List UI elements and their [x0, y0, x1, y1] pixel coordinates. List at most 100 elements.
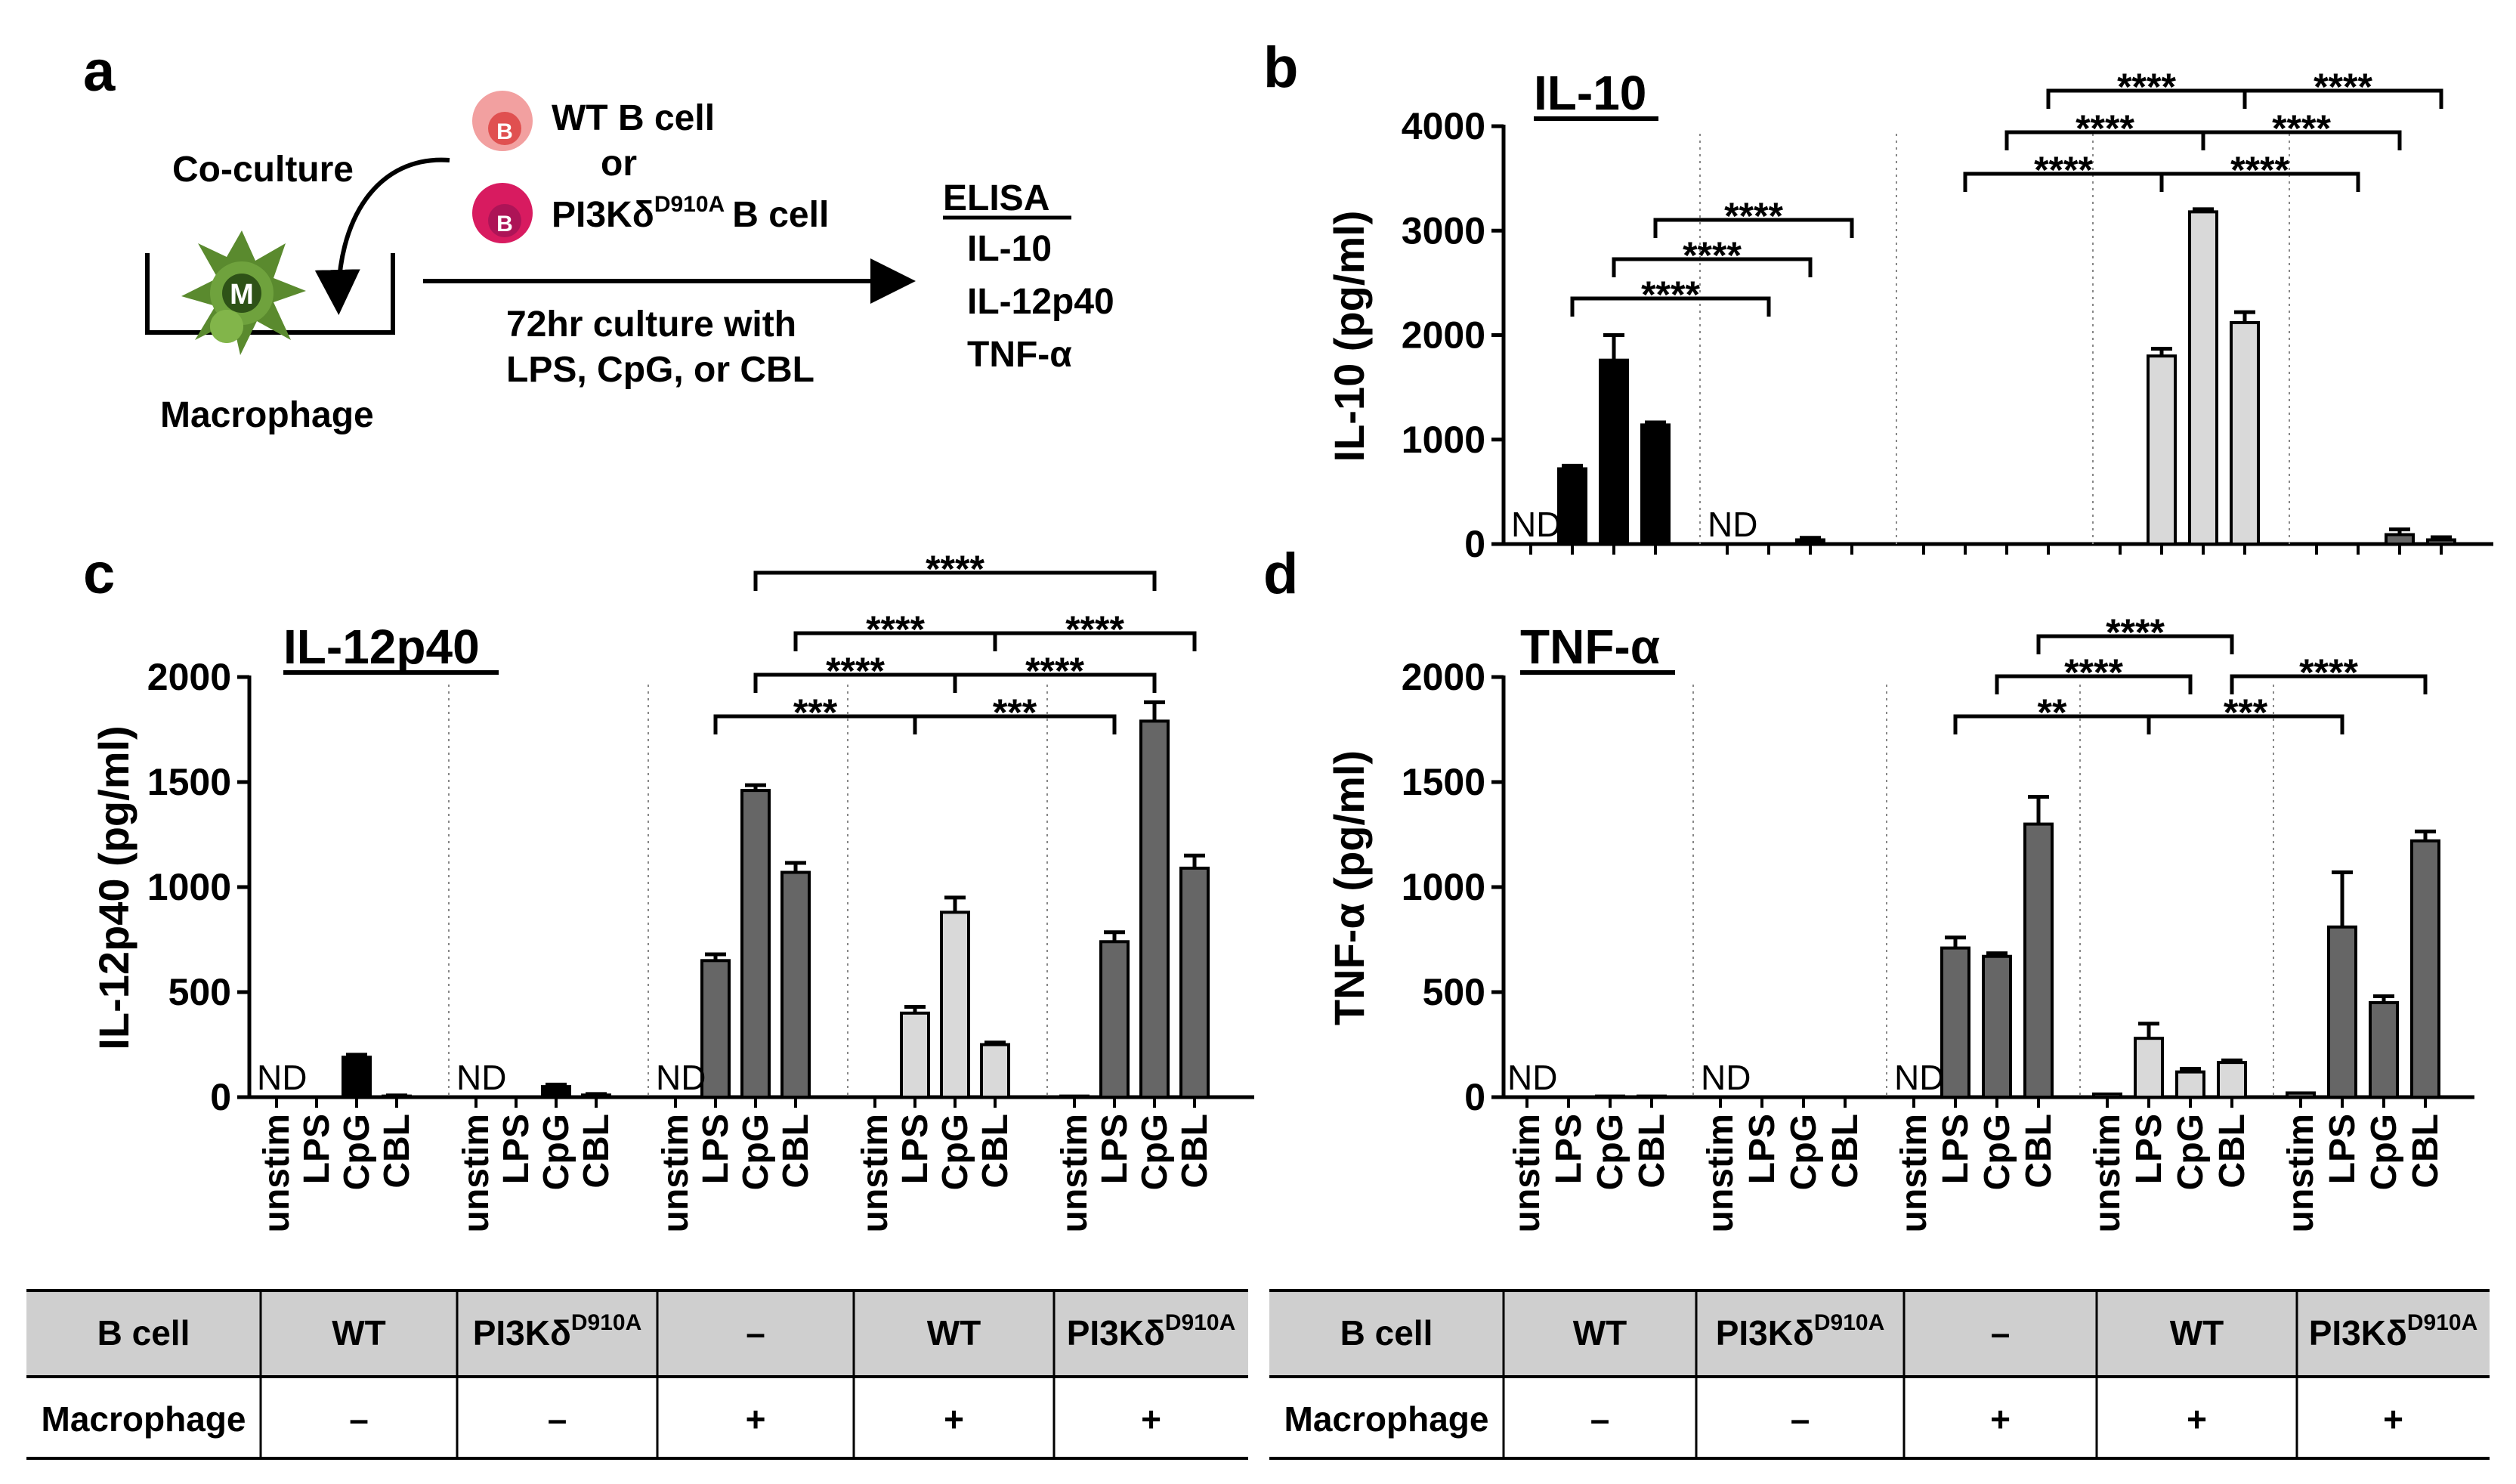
table-macrophage-value: – [349, 1399, 369, 1439]
y-tick-label: 1000 [1402, 866, 1485, 908]
significance-bracket [1570, 296, 1771, 317]
significance-label: **** [1025, 650, 1084, 692]
y-tick-label: 2000 [147, 656, 231, 698]
table-header-bcell: B cell [1340, 1313, 1433, 1353]
y-tick-label: 500 [168, 971, 231, 1013]
category-label: LPS [297, 1114, 337, 1184]
significance-bracket [2230, 674, 2428, 694]
y-tick-label: 0 [210, 1076, 231, 1118]
y-tick-label: 4000 [1402, 105, 1485, 147]
y-tick-label: 0 [1464, 1076, 1485, 1118]
table-header-bcell: B cell [97, 1313, 190, 1353]
bar [1599, 358, 1629, 546]
wt-b-cell-letter: B [496, 119, 513, 144]
category-label: LPS [2323, 1114, 2363, 1184]
table-macrophage-value: + [1141, 1399, 1161, 1439]
chart-title: IL-10 [1534, 66, 1646, 120]
category-label: unstim [656, 1114, 696, 1232]
bar [1595, 1094, 1625, 1099]
readout-tnfa: TNF-α [967, 335, 1072, 375]
bar [2092, 1092, 2122, 1099]
panel-label-c: c [83, 542, 115, 606]
significance-label: **** [2230, 149, 2289, 191]
category-label: CBL [1825, 1114, 1865, 1189]
significance-label: **** [2076, 107, 2134, 150]
bar [2410, 839, 2440, 1099]
significance-bracket [1995, 674, 2193, 694]
bar [2147, 354, 2177, 546]
category-label: CpG [1590, 1114, 1630, 1190]
panel-a: a Co-culture M Macrophage B WT B cell or… [83, 39, 1114, 435]
table-header-bg [26, 1291, 1248, 1377]
significance-label: **** [2064, 651, 2123, 694]
chart-il12p40: IL-12p40 IL-12p40 (pg/ml) 0 500 1000 1500 2000… [90, 548, 1254, 1232]
table-macrophage-value: – [548, 1399, 567, 1439]
y-tick-label: 1000 [147, 866, 231, 908]
significance-bracket [2201, 130, 2402, 150]
bar [2286, 1091, 2316, 1099]
panel-label-a: a [83, 39, 116, 104]
category-label: CpG [1784, 1114, 1824, 1190]
significance-label: **** [2106, 611, 2165, 654]
significance-label: **** [1065, 608, 1124, 651]
table-macrophage-value: + [944, 1399, 964, 1439]
table-bcell-value: WT [927, 1313, 981, 1353]
category-label: CBL [1175, 1114, 1215, 1189]
table-macrophage-value: – [1791, 1399, 1810, 1439]
bar [342, 1056, 372, 1099]
bar [780, 870, 811, 1099]
bar [1557, 467, 1587, 546]
chart-title: TNF-α [1520, 620, 1660, 674]
table-macrophage-value: + [1990, 1399, 2011, 1439]
category-label: LPS [1549, 1114, 1589, 1184]
significance-label: *** [993, 691, 1037, 734]
bar [2369, 1000, 2399, 1099]
table-bcell-value: PI3KδD910A [1067, 1310, 1236, 1353]
category-label: unstim [1701, 1114, 1741, 1232]
table-header-macrophage: Macrophage [1284, 1399, 1489, 1439]
category-label: LPS [1936, 1114, 1976, 1184]
table-bcell-value: WT [332, 1313, 386, 1353]
significance-label: **** [2034, 149, 2093, 191]
bar [900, 1011, 930, 1099]
bar [1139, 719, 1170, 1099]
coculture-arrow [314, 157, 450, 315]
significance-label: **** [2299, 651, 2358, 694]
category-label: CBL [2212, 1114, 2252, 1189]
category-label: unstim [855, 1114, 895, 1232]
y-tick-label: 2000 [1402, 314, 1485, 357]
category-label: CpG [1135, 1114, 1175, 1190]
category-label: LPS [1742, 1114, 1782, 1184]
significance-label: **** [2272, 107, 2331, 150]
readout-il12p40: IL-12p40 [967, 282, 1114, 322]
y-tick-label: 3000 [1402, 209, 1485, 252]
bar [1940, 946, 1970, 1099]
significance-bracket [953, 672, 1157, 693]
table-macrophage-value: + [2187, 1399, 2207, 1439]
nd-label: ND [1511, 505, 1561, 544]
bar [1099, 940, 1130, 1099]
culture-line-1: 72hr culture with [506, 305, 796, 345]
pi3k-b-cell-label: PI3KδD910A B cell [552, 192, 829, 235]
y-tick-label: 1500 [147, 761, 231, 803]
significance-bracket [2242, 88, 2443, 109]
category-label: unstim [1055, 1114, 1095, 1232]
category-label: LPS [2129, 1114, 2169, 1184]
macrophage-label: Macrophage [160, 395, 374, 435]
category-label: LPS [1095, 1114, 1135, 1184]
table-header-macrophage: Macrophage [42, 1399, 246, 1439]
chart-title: IL-12p40 [283, 620, 480, 674]
significance-bracket [1653, 218, 1854, 238]
category-label: LPS [895, 1114, 935, 1184]
significance-label: **** [866, 608, 925, 651]
significance-label: **** [1724, 195, 1783, 237]
bar [1637, 1094, 1667, 1099]
coculture-label: Co-culture [172, 150, 354, 190]
table-macrophage-value: – [1590, 1399, 1610, 1439]
category-label: CBL [975, 1114, 1015, 1189]
y-tick-label: 0 [1464, 523, 1485, 565]
table-bcell-value: – [746, 1313, 765, 1353]
panel-label-d: d [1263, 542, 1298, 606]
category-label: CpG [536, 1114, 576, 1190]
category-label: unstim [2088, 1114, 2128, 1232]
